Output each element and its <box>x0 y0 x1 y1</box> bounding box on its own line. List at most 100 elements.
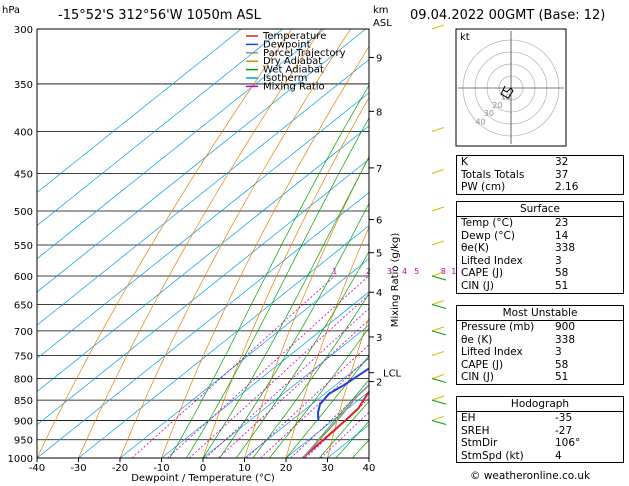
pressure-tick-label: 650 <box>14 301 33 312</box>
isotherm-line <box>37 29 366 293</box>
info-label: CIN (J) <box>461 371 494 384</box>
isotherm-line <box>37 59 369 326</box>
wet-adiabat-line <box>252 293 369 458</box>
wind-barb-staff <box>431 395 445 401</box>
wet-adiabat-line <box>186 117 369 458</box>
pressure-tick-label: 600 <box>14 272 33 283</box>
temperature-tick-label: 0 <box>200 463 206 474</box>
wind-barb-flag <box>431 304 447 309</box>
temperature-tick-label: -30 <box>70 463 86 474</box>
altitude-tick-label: 2 <box>376 378 382 389</box>
unstable-panel: Most Unstable Pressure (mb) 900 θe (K) 338 Li… <box>456 305 624 385</box>
pressure-tick-label: 950 <box>14 436 33 447</box>
info-value: 51 <box>555 371 569 384</box>
wet-adiabat-line <box>202 156 369 458</box>
isotherm-line <box>37 29 242 193</box>
altitude-tick-label: 8 <box>376 107 382 118</box>
wind-barb-flag <box>431 330 447 336</box>
mixing-ratio-line <box>189 293 369 458</box>
pressure-tick-label: 500 <box>14 207 33 218</box>
info-label: Lifted Index <box>461 254 523 267</box>
info-label: SREH <box>461 424 490 437</box>
mixing-ratio-label: 8 <box>441 267 446 276</box>
isotherm-line <box>37 92 369 359</box>
hpa-unit-label: hPa <box>2 5 20 16</box>
mixing-ratio-label: 1 <box>332 267 337 276</box>
info-value: -27 <box>555 424 573 437</box>
legend-label: Dry Adiabat <box>263 56 322 67</box>
info-label: PW (cm) <box>461 181 506 194</box>
pressure-tick-label: 800 <box>14 374 33 385</box>
location-title: -15°52'S 312°56'W 1050m ASL <box>58 8 262 23</box>
wet-adiabat-line <box>318 400 369 458</box>
info-label: Lifted Index <box>461 346 523 359</box>
info-value: 37 <box>555 168 569 181</box>
info-label: StmSpd (kt) <box>461 449 524 462</box>
isotherm-line <box>202 324 369 458</box>
dry-adiabat-line <box>202 96 369 458</box>
isotherm-line <box>37 29 325 260</box>
x-axis-title: Dewpoint / Temperature (°C) <box>131 473 275 484</box>
info-row: Temp (°C) 23 <box>457 217 623 230</box>
isotherm-line <box>78 225 369 458</box>
wind-barb-staff <box>431 271 445 277</box>
info-label: CAPE (J) <box>461 358 504 371</box>
info-row: CIN (J) 51 <box>457 371 623 384</box>
pressure-axis: 300 350 400 450 500 550 600 650 700 750 800 850 900 9… <box>8 25 33 465</box>
info-value: 58 <box>555 358 569 371</box>
info-row: θe(K) 338 <box>457 242 623 255</box>
info-value: 32 <box>555 156 569 168</box>
hodograph-ring-label: 40 <box>475 118 485 127</box>
info-label: Totals Totals <box>461 168 525 181</box>
info-label: Dewp (°C) <box>461 229 515 242</box>
legend-label: Temperature <box>262 31 326 42</box>
mixing-ratio-label: 3 <box>387 267 392 276</box>
temperature-tick-label: -40 <box>29 463 45 474</box>
isotherm-line <box>37 29 283 227</box>
mixing-ratio-axis-title: Mixing Ratio (g/kg) <box>390 233 401 328</box>
legend-label: Isotherm <box>263 73 307 84</box>
info-value: 3 <box>555 346 562 359</box>
pressure-tick-label: 850 <box>14 396 33 407</box>
info-row: Dewp (°C) 14 <box>457 230 623 243</box>
mixing-ratio-label: 5 <box>414 267 419 276</box>
wet-adiabat-line <box>235 250 369 458</box>
background-lines <box>37 29 369 458</box>
info-label: StmDir <box>461 437 498 450</box>
plot-frame <box>36 28 370 459</box>
temperature-tick-label: 10 <box>238 463 251 474</box>
pressure-tick-label: 550 <box>14 241 33 252</box>
mixing-ratio-line <box>260 356 369 458</box>
dry-adiabat-line <box>327 316 369 458</box>
info-value: 58 <box>555 267 569 280</box>
temperature-tick-label: 40 <box>363 463 376 474</box>
temperature-tick-label: 30 <box>321 463 334 474</box>
info-value: 23 <box>555 217 569 229</box>
hodo_table-title: Hodograph <box>457 397 623 412</box>
dry-adiabat-line <box>285 226 369 458</box>
hodograph-ring-label: 20 <box>492 101 502 110</box>
info-value: -35 <box>555 412 573 424</box>
dry-adiabat-line <box>78 29 322 458</box>
mixing-ratio-line <box>167 275 369 458</box>
mixing-ratio-line <box>205 307 369 458</box>
pressure-tick-label: 300 <box>14 25 33 36</box>
info-value: 106° <box>555 437 581 450</box>
wind-barb-flag <box>431 275 447 281</box>
hodograph-trace <box>500 85 514 99</box>
surface-title: Surface <box>457 202 623 217</box>
hodograph-ring-label: 30 <box>484 109 494 118</box>
hodograph-table-panel: Hodograph EH -35 SREH -27 StmDir 106° StmSpd (k… <box>456 396 624 464</box>
info-row: EH -35 <box>457 412 623 425</box>
wind-barb-staff <box>431 415 445 421</box>
info-row: K 32 <box>457 156 623 169</box>
info-label: CAPE (J) <box>461 267 504 280</box>
info-label: θe (K) <box>461 333 493 346</box>
info-label: K <box>461 156 468 168</box>
altitude-tick-label: 6 <box>376 215 382 226</box>
wet-adiabat-line <box>219 202 369 458</box>
indices-panel: K 32 Totals Totals 37 PW (cm) 2.16 <box>456 155 624 195</box>
